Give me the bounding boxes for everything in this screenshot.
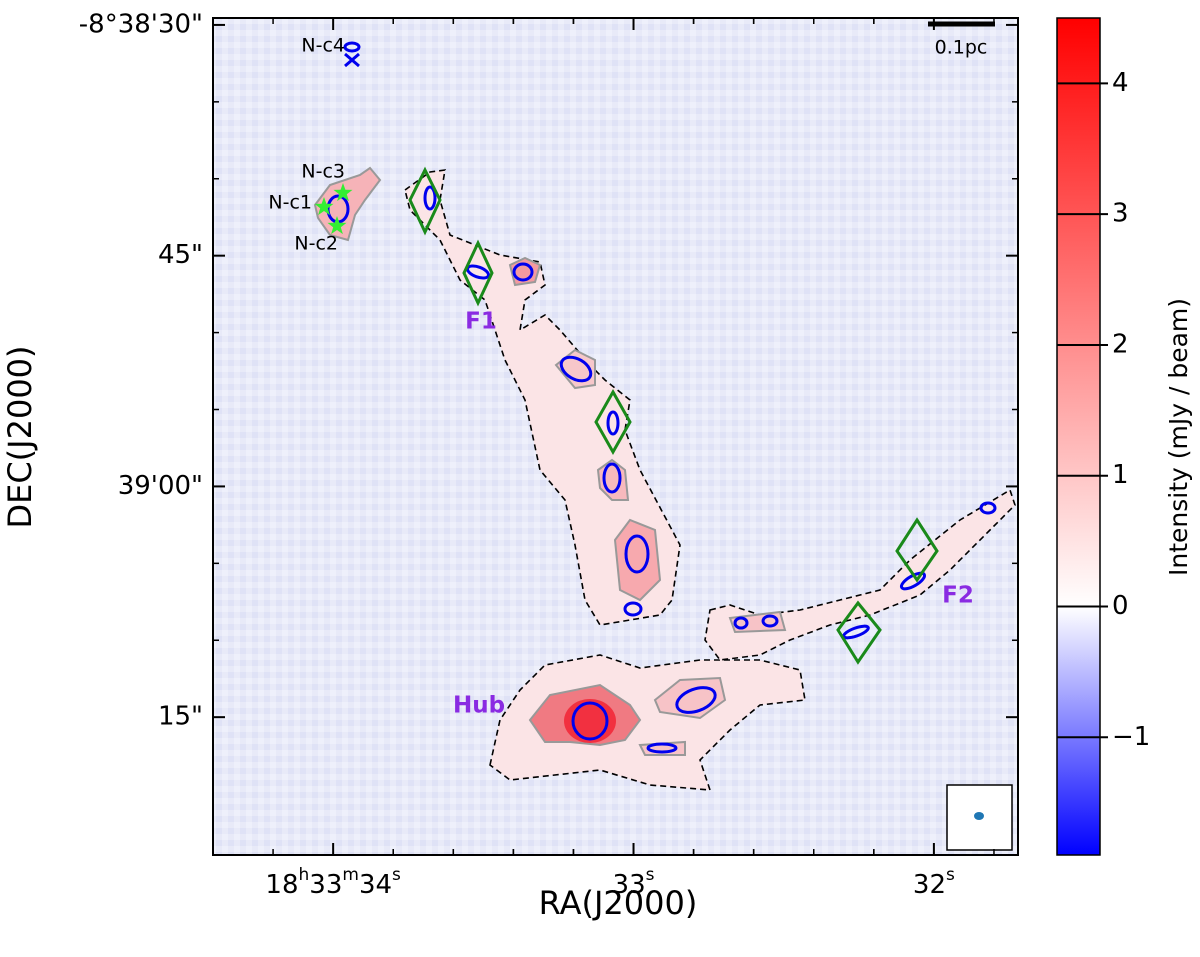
annotation: N-c2	[294, 233, 338, 255]
annotation: N-c3	[301, 161, 345, 183]
colorbar-tick-label: 1	[1112, 460, 1129, 490]
colorbar-label: Intensity (mJy / beam)	[1164, 298, 1193, 576]
core	[423, 185, 437, 211]
core	[899, 571, 927, 591]
colorbar-tick-label: 4	[1112, 68, 1129, 98]
y-tick-label: 45"	[158, 240, 203, 270]
annotation: F2	[942, 583, 974, 609]
colorbar	[1056, 17, 1101, 856]
core	[761, 614, 779, 628]
annotation: 0.1pc	[935, 37, 988, 59]
diamonds	[408, 166, 939, 665]
core	[606, 410, 620, 436]
x-tick-label: 32s	[913, 865, 955, 900]
axes-frame	[212, 17, 1019, 856]
annotation: N-c4	[301, 35, 345, 57]
colorbar-tick-label: 0	[1112, 591, 1129, 621]
filament-f1-outline	[404, 169, 681, 626]
colorbar-tick-label: −1	[1112, 722, 1150, 752]
core	[623, 601, 643, 617]
core-region	[613, 518, 662, 602]
annotation: N-c1	[268, 192, 312, 214]
cores	[326, 41, 997, 754]
star-marker	[327, 216, 347, 235]
core	[602, 462, 622, 494]
x-axis-label: RA(J2000)	[539, 884, 698, 922]
annotation: Hub	[453, 693, 505, 719]
core	[733, 616, 749, 630]
core	[646, 742, 678, 754]
y-tick-label: -8°38'30"	[79, 9, 203, 39]
x-tick-label: 33s	[613, 865, 655, 900]
colorbar-tick-label: 3	[1112, 199, 1129, 229]
stars	[314, 183, 353, 235]
diamond	[895, 517, 939, 583]
x-tick-label: 18h33m34s	[265, 865, 401, 900]
diamond	[462, 239, 494, 307]
core	[559, 355, 593, 383]
core	[512, 262, 534, 282]
star-marker	[314, 197, 334, 216]
diamond	[836, 600, 882, 665]
core	[675, 686, 717, 714]
core	[624, 534, 650, 574]
core	[979, 501, 997, 515]
y-axis-label: DEC(J2000)	[1, 345, 39, 528]
core	[571, 701, 609, 741]
diamond	[594, 388, 632, 456]
diamond	[408, 166, 442, 236]
y-tick-label: 15"	[158, 702, 203, 732]
core	[343, 41, 361, 53]
x-marker	[344, 52, 360, 68]
y-tick-label: 39'00"	[118, 471, 203, 501]
annotation: F1	[465, 309, 497, 335]
beam	[974, 812, 984, 820]
star-marker	[333, 183, 353, 202]
hub-outline	[489, 654, 806, 791]
colorbar-tick-label: 2	[1112, 329, 1129, 359]
